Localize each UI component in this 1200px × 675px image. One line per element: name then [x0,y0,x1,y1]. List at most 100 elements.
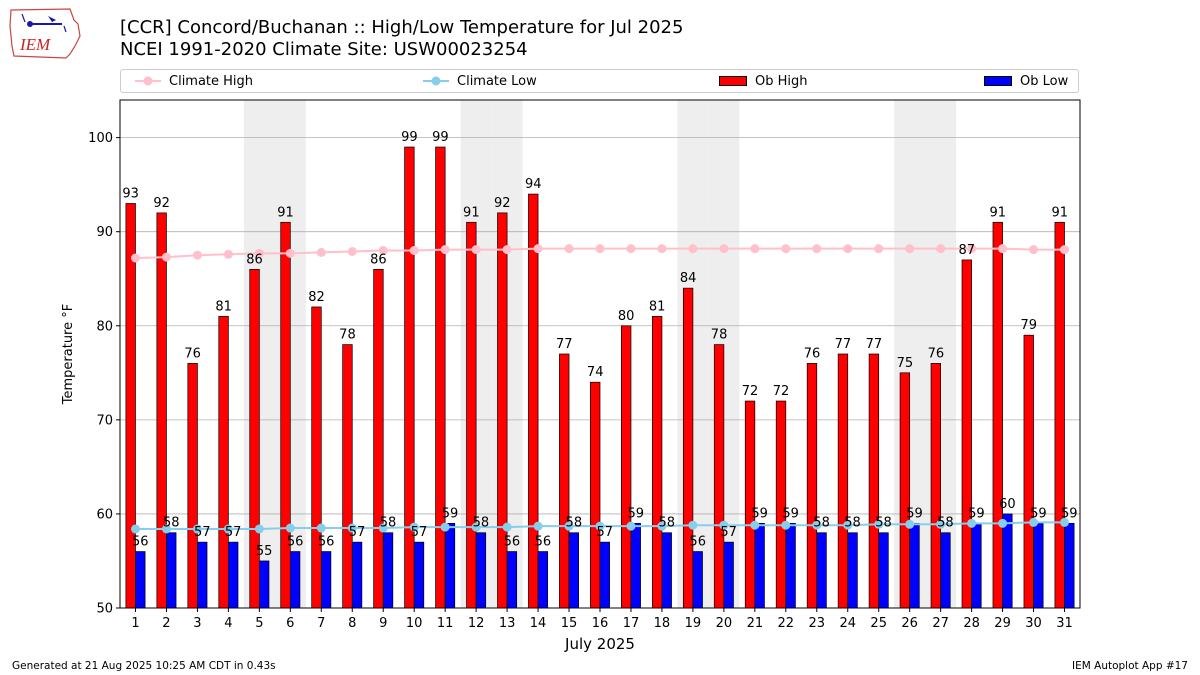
climate-high-point-21 [750,244,760,254]
climate-high-point-20 [719,244,729,254]
legend-item-climate-low: Climate Low [423,70,537,92]
ob-high-value-17: 80 [618,309,635,324]
climate-low-point-9 [378,523,388,533]
ob-high-bar-4 [218,316,229,609]
ob-high-bar-17 [621,325,632,609]
legend-label-climate-low: Climate Low [457,73,537,89]
ob-low-value-22: 59 [782,506,799,521]
ob-low-bar-10 [413,541,425,609]
bars [125,146,1075,609]
climate-low-point-22 [781,520,791,530]
climate-high-swatch [135,76,161,86]
x-tick-label-5: 5 [255,616,263,631]
x-tick-label-8: 8 [348,616,356,631]
ob-high-bar-27 [930,363,941,609]
ob-high-bar-24 [837,353,849,609]
ob-high-value-31: 91 [1051,205,1068,220]
ob-high-value-15: 77 [556,337,573,352]
climate-low-point-5 [254,524,264,534]
climate-low-point-1 [130,524,140,534]
climate-low-point-11 [440,522,450,532]
ob-high-bar-3 [187,363,198,609]
climate-high-point-12 [471,245,481,255]
ob-low-bar-25 [878,532,889,609]
y-tick-label-70: 70 [96,413,113,428]
ob-low-value-20: 57 [720,525,737,540]
ob-high-value-3: 76 [184,346,201,361]
ob-low-bar-27 [940,532,951,609]
climate-low-point-27 [936,519,946,529]
ob-high-value-1: 93 [122,186,139,201]
ob-low-bar-15 [568,532,579,609]
x-tick-label-15: 15 [561,616,578,631]
ob-low-value-30: 59 [1030,506,1047,521]
x-tick-label-13: 13 [499,616,516,631]
ob-high-value-12: 91 [463,205,480,220]
ob-low-bar-26 [909,522,920,609]
ob-low-bar-23 [816,532,827,609]
ob-low-value-11: 59 [442,506,459,521]
y-tick-label-80: 80 [96,319,113,334]
climate-high-point-26 [905,244,915,254]
climate-low-point-4 [223,524,233,534]
ob-high-value-21: 72 [742,384,759,399]
ob-low-bar-16 [599,541,610,609]
app-credit: IEM Autoplot App #17 [1072,660,1188,672]
ob-low-value-31: 59 [1061,506,1078,521]
chart-subtitle: NCEI 1991-2020 Climate Site: USW00023254 [120,39,528,60]
ob-low-value-16: 57 [597,525,614,540]
x-tick-label-14: 14 [530,616,547,631]
climate-low-point-17 [626,521,636,531]
ob-high-bar-7 [311,306,322,609]
ob-low-value-23: 58 [813,516,830,531]
ob-low-bar-29 [1002,513,1013,609]
climate-low-point-24 [843,520,853,530]
ob-low-value-17: 59 [627,506,644,521]
ob-low-bar-11 [444,522,456,609]
ob-high-bar-15 [559,353,570,609]
ob-high-bar-31 [1054,221,1065,609]
x-tick-label-1: 1 [131,616,139,631]
x-tick-label-23: 23 [809,616,826,631]
ob-low-swatch [984,76,1012,86]
climate-low-point-20 [719,520,729,530]
ob-low-bar-14 [537,551,549,609]
ob-low-bar-6 [289,551,301,609]
x-tick-label-19: 19 [685,616,702,631]
ob-low-bar-17 [630,522,641,609]
climate-low-point-6 [285,523,295,533]
ob-low-value-28: 59 [968,506,985,521]
climate-low-point-21 [750,520,760,530]
y-tick-label-90: 90 [96,225,113,240]
climate-low-point-16 [595,521,605,531]
ob-high-bar-11 [435,146,446,609]
x-tick-label-28: 28 [963,616,980,631]
x-tick-label-30: 30 [1025,616,1042,631]
ob-low-value-2: 58 [163,516,180,531]
ob-high-value-26: 75 [897,356,914,371]
x-tick-label-18: 18 [654,616,671,631]
ob-high-value-27: 76 [928,346,945,361]
ob-high-value-24: 77 [835,337,852,352]
ob-low-value-6: 56 [287,535,304,550]
climate-low-point-30 [1029,517,1039,527]
x-tick-label-31: 31 [1056,616,1073,631]
x-tick-label-6: 6 [286,616,294,631]
ob-high-value-22: 72 [773,384,790,399]
climate-low-point-7 [316,523,326,533]
ob-high-bar-16 [590,381,601,609]
x-tick-label-10: 10 [406,616,423,631]
ob-low-value-4: 57 [225,525,242,540]
ob-high-value-8: 78 [339,328,356,343]
ob-high-value-14: 94 [525,177,542,192]
ob-low-bar-12 [475,532,487,609]
climate-high-point-3 [192,250,202,260]
climate-low-point-10 [409,522,419,532]
climate-low-point-28 [967,518,977,528]
legend-item-ob-high: Ob High [719,70,808,92]
ob-low-value-29: 60 [999,497,1016,512]
ob-high-bar-30 [1023,334,1034,609]
ob-high-value-20: 78 [711,328,728,343]
ob-low-bar-30 [1033,522,1044,609]
climate-high-point-1 [130,253,140,263]
